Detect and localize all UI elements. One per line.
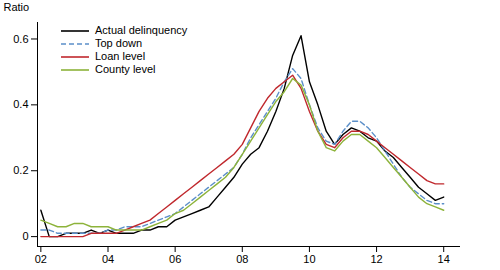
svg-text:08: 08 <box>236 253 248 265</box>
html-text:Actual delinquency: Actual delinquency <box>95 24 188 36</box>
svg-text:0.6: 0.6 <box>13 32 28 44</box>
svg-text:06: 06 <box>169 253 181 265</box>
html-text:Top down: Top down <box>95 37 143 49</box>
svg-text:Ratio: Ratio <box>4 1 30 13</box>
svg-text:10: 10 <box>303 253 315 265</box>
svg-text:14: 14 <box>438 253 450 265</box>
html-text:Loan level: Loan level <box>95 50 146 62</box>
svg-text:0: 0 <box>22 230 28 242</box>
svg-text:12: 12 <box>370 253 382 265</box>
svg-text:0.2: 0.2 <box>13 164 28 176</box>
svg-text:0.4: 0.4 <box>13 98 28 110</box>
svg-text:02: 02 <box>35 253 47 265</box>
html-text:County level: County level <box>95 63 156 75</box>
svg-text:04: 04 <box>102 253 114 265</box>
